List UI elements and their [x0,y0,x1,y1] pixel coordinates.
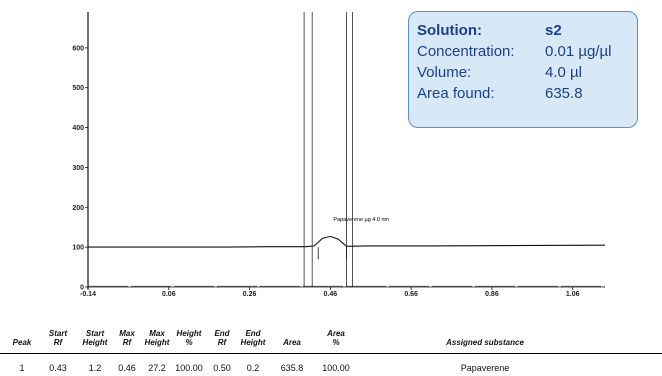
area-value: 635.8 [545,85,583,102]
table-header-cell: Start Height [77,329,113,347]
y-tick-label: 600 [72,45,84,52]
chromatogram-chart: 0 100 200 300 400 500 600 -0.14 0.06 0.26 0.46 0.6… [72,12,606,298]
table-header-text: Rf [53,338,63,347]
table-header-text: % [185,338,193,347]
x-tick-label: 0.86 [485,291,499,298]
table-cell: 100.00 [175,363,203,373]
table-header-cell: Peak [7,338,37,347]
vertical-guide-lines [303,12,353,287]
area-label: Area found: [417,85,495,102]
volume-row: Volume: 4.0 µl [417,62,637,83]
table-header-text: Height [176,329,202,338]
y-tick-label: 0 [80,285,84,292]
solution-info-box: Solution: s2 Concentration: 0.01 µg/µl Vol… [408,11,638,128]
x-axis-ticks: -0.14 0.06 0.26 0.46 0.66 0.86 1.06 [80,287,580,298]
table-header-text: Max [149,329,165,338]
table-header-text: Peak [12,338,32,347]
table-header-cell: Max Rf [112,329,142,347]
table-cell: 0.2 [246,363,260,373]
table-cell: 100.00 [322,363,350,373]
table-cell: 27.2 [148,363,166,373]
peak-table: Peak Start Rf Start Height Max Rf Max Height Heig… [0,326,662,376]
chart-series [88,235,606,248]
table-header-text: Assigned substance [446,338,524,347]
table-cell: 635.8 [280,363,304,373]
table-header-text: % [332,338,340,347]
table-header-cell: Start Rf [43,329,73,347]
concentration-value: 0.01 µg/µl [545,43,612,60]
table-cell: 1.2 [88,363,102,373]
table-header-text: Height [144,338,170,347]
table-cell: 0.43 [49,363,67,373]
table-header-cell: Area% [316,329,356,347]
table-header-cell: End Rf [208,329,236,347]
table-header-text: Rf [122,338,132,347]
concentration-label: Concentration: [417,43,515,60]
concentration-row: Concentration: 0.01 µg/µl [417,41,637,62]
table-header-text: Rf [217,338,227,347]
x-tick-label: 1.06 [566,291,580,298]
solution-value: s2 [545,22,562,39]
chromatogram-line [88,235,606,248]
table-header-text: Max [119,329,135,338]
table-cell: 0.50 [213,363,231,373]
y-tick-label: 300 [72,165,84,172]
table-header-text: End [214,329,230,338]
y-axis-ticks: 0 100 200 300 400 500 600 [72,45,88,292]
table-header-text: Start [48,329,68,338]
volume-value: 4.0 µl [545,64,582,81]
table-header-cell: Area [272,338,312,347]
table-header-text: Area [327,329,345,338]
table-header-text: Height [240,338,266,347]
y-tick-label: 200 [72,205,84,212]
x-tick-label: -0.14 [80,291,96,298]
volume-label: Volume: [417,64,472,81]
peak-label: Papaverene µg 4.0 nm [333,217,389,223]
table-header-text: Area [283,338,301,347]
x-tick-label: 0.66 [404,291,418,298]
table-header-text: Height [82,338,108,347]
x-tick-label: 0.06 [162,291,176,298]
table-header-cell: Assigned substance [430,338,540,347]
table-cell: Papaverene [460,363,510,373]
table-cell: 1 [19,363,25,373]
table-header-cell: End Height [236,329,270,347]
table-header-rule [0,353,662,354]
x-tick-label: 0.26 [243,291,257,298]
table-header-cell: Height% [172,329,206,347]
table-header-cell: Max Height [140,329,174,347]
area-row: Area found: 635.8 [417,83,637,104]
table-header-text: Start [85,329,105,338]
y-tick-label: 100 [72,245,84,252]
table-header-text: End [245,329,261,338]
table-cell: 0.46 [118,363,136,373]
y-tick-label: 500 [72,85,84,92]
x-tick-label: 0.46 [324,291,338,298]
solution-label: Solution: [417,22,482,39]
peak-marker: Papaverene µg 4.0 nm [317,217,390,260]
solution-row: Solution: s2 [417,20,637,41]
y-tick-label: 400 [72,125,84,132]
